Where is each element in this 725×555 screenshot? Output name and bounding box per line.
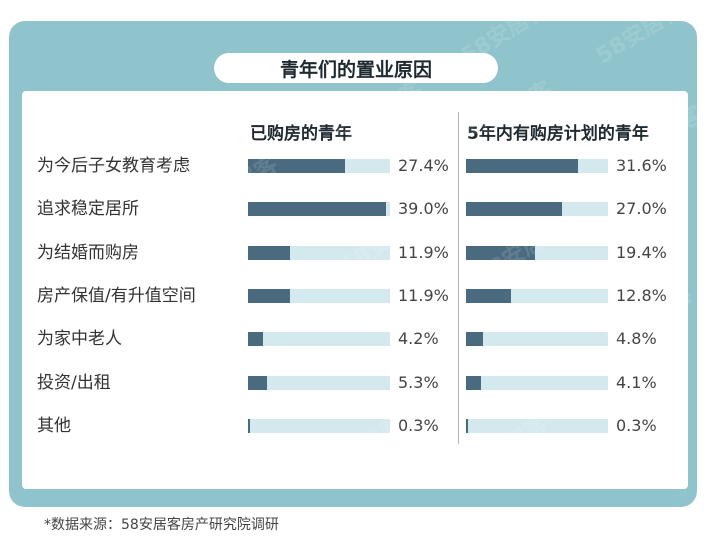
- value-label-s1-stable-home: 27.0%: [616, 199, 667, 219]
- bar-track-s1-stable-home: [466, 202, 608, 217]
- bar-s1-elderly: [466, 332, 484, 347]
- bar-track-s1-education: [466, 159, 608, 173]
- value-label-s1-value-preserve: 12.8%: [616, 285, 667, 305]
- category-label-investment: 投资/出租: [37, 372, 111, 393]
- bar-s0-other: [248, 418, 250, 433]
- bar-track-s1-other: [466, 418, 608, 433]
- bar-s1-other: [466, 418, 468, 433]
- value-label-s1-marriage: 19.4%: [616, 242, 667, 262]
- chart-title: 青年们的置业原因: [214, 53, 498, 83]
- bar-track-s0-stable-home: [248, 202, 390, 217]
- value-label-s0-value-preserve: 11.9%: [398, 285, 449, 305]
- value-label-s0-education: 27.4%: [398, 156, 449, 175]
- value-label-s0-marriage: 11.9%: [398, 242, 449, 262]
- bar-track-s0-value-preserve: [248, 288, 390, 303]
- value-label-s1-elderly: 4.8%: [616, 329, 657, 349]
- value-label-s0-elderly: 4.2%: [398, 329, 439, 349]
- bar-track-s0-investment: [248, 375, 390, 390]
- category-label-marriage: 为结婚而购房: [37, 242, 139, 263]
- bar-s0-education: [248, 159, 346, 173]
- bar-s0-elderly: [248, 332, 263, 347]
- data-source-note: *数据来源：58安居客房产研究院调研: [44, 517, 279, 533]
- bar-track-s0-education: [248, 159, 390, 173]
- value-label-s0-other: 0.3%: [398, 415, 439, 435]
- bar-track-s1-elderly: [466, 332, 608, 347]
- bar-track-s0-elderly: [248, 332, 390, 347]
- bar-s1-value-preserve: [466, 288, 512, 303]
- bar-track-s1-value-preserve: [466, 288, 608, 303]
- value-label-s0-stable-home: 39.0%: [398, 199, 449, 219]
- bar-track-s1-investment: [466, 375, 608, 390]
- column-divider: [458, 112, 459, 444]
- value-label-s0-investment: 5.3%: [398, 372, 439, 392]
- bar-s0-stable-home: [248, 202, 387, 217]
- value-label-s1-other: 0.3%: [616, 415, 657, 435]
- series-header-purchased: 已购房的青年: [250, 124, 352, 144]
- value-label-s1-education: 31.6%: [616, 156, 667, 175]
- bar-s1-marriage: [466, 245, 535, 260]
- bar-track-s0-marriage: [248, 245, 390, 260]
- category-label-education: 为今后子女教育考虑: [37, 156, 190, 176]
- bar-s1-stable-home: [466, 202, 562, 217]
- value-label-s1-investment: 4.1%: [616, 372, 657, 392]
- series-header-planning: 5年内有购房计划的青年: [467, 124, 649, 144]
- bar-s1-investment: [466, 375, 481, 390]
- bar-track-s0-other: [248, 418, 390, 433]
- bar-track-s1-marriage: [466, 245, 608, 260]
- category-label-stable-home: 追求稳定居所: [37, 199, 139, 220]
- bar-s0-value-preserve: [248, 288, 291, 303]
- category-label-value-preserve: 房产保值/有升值空间: [37, 285, 196, 306]
- bar-s0-investment: [248, 375, 267, 390]
- bar-s0-marriage: [248, 245, 291, 260]
- category-label-other: 其他: [37, 415, 71, 436]
- bar-s1-education: [466, 159, 579, 173]
- category-label-elderly: 为家中老人: [37, 329, 122, 350]
